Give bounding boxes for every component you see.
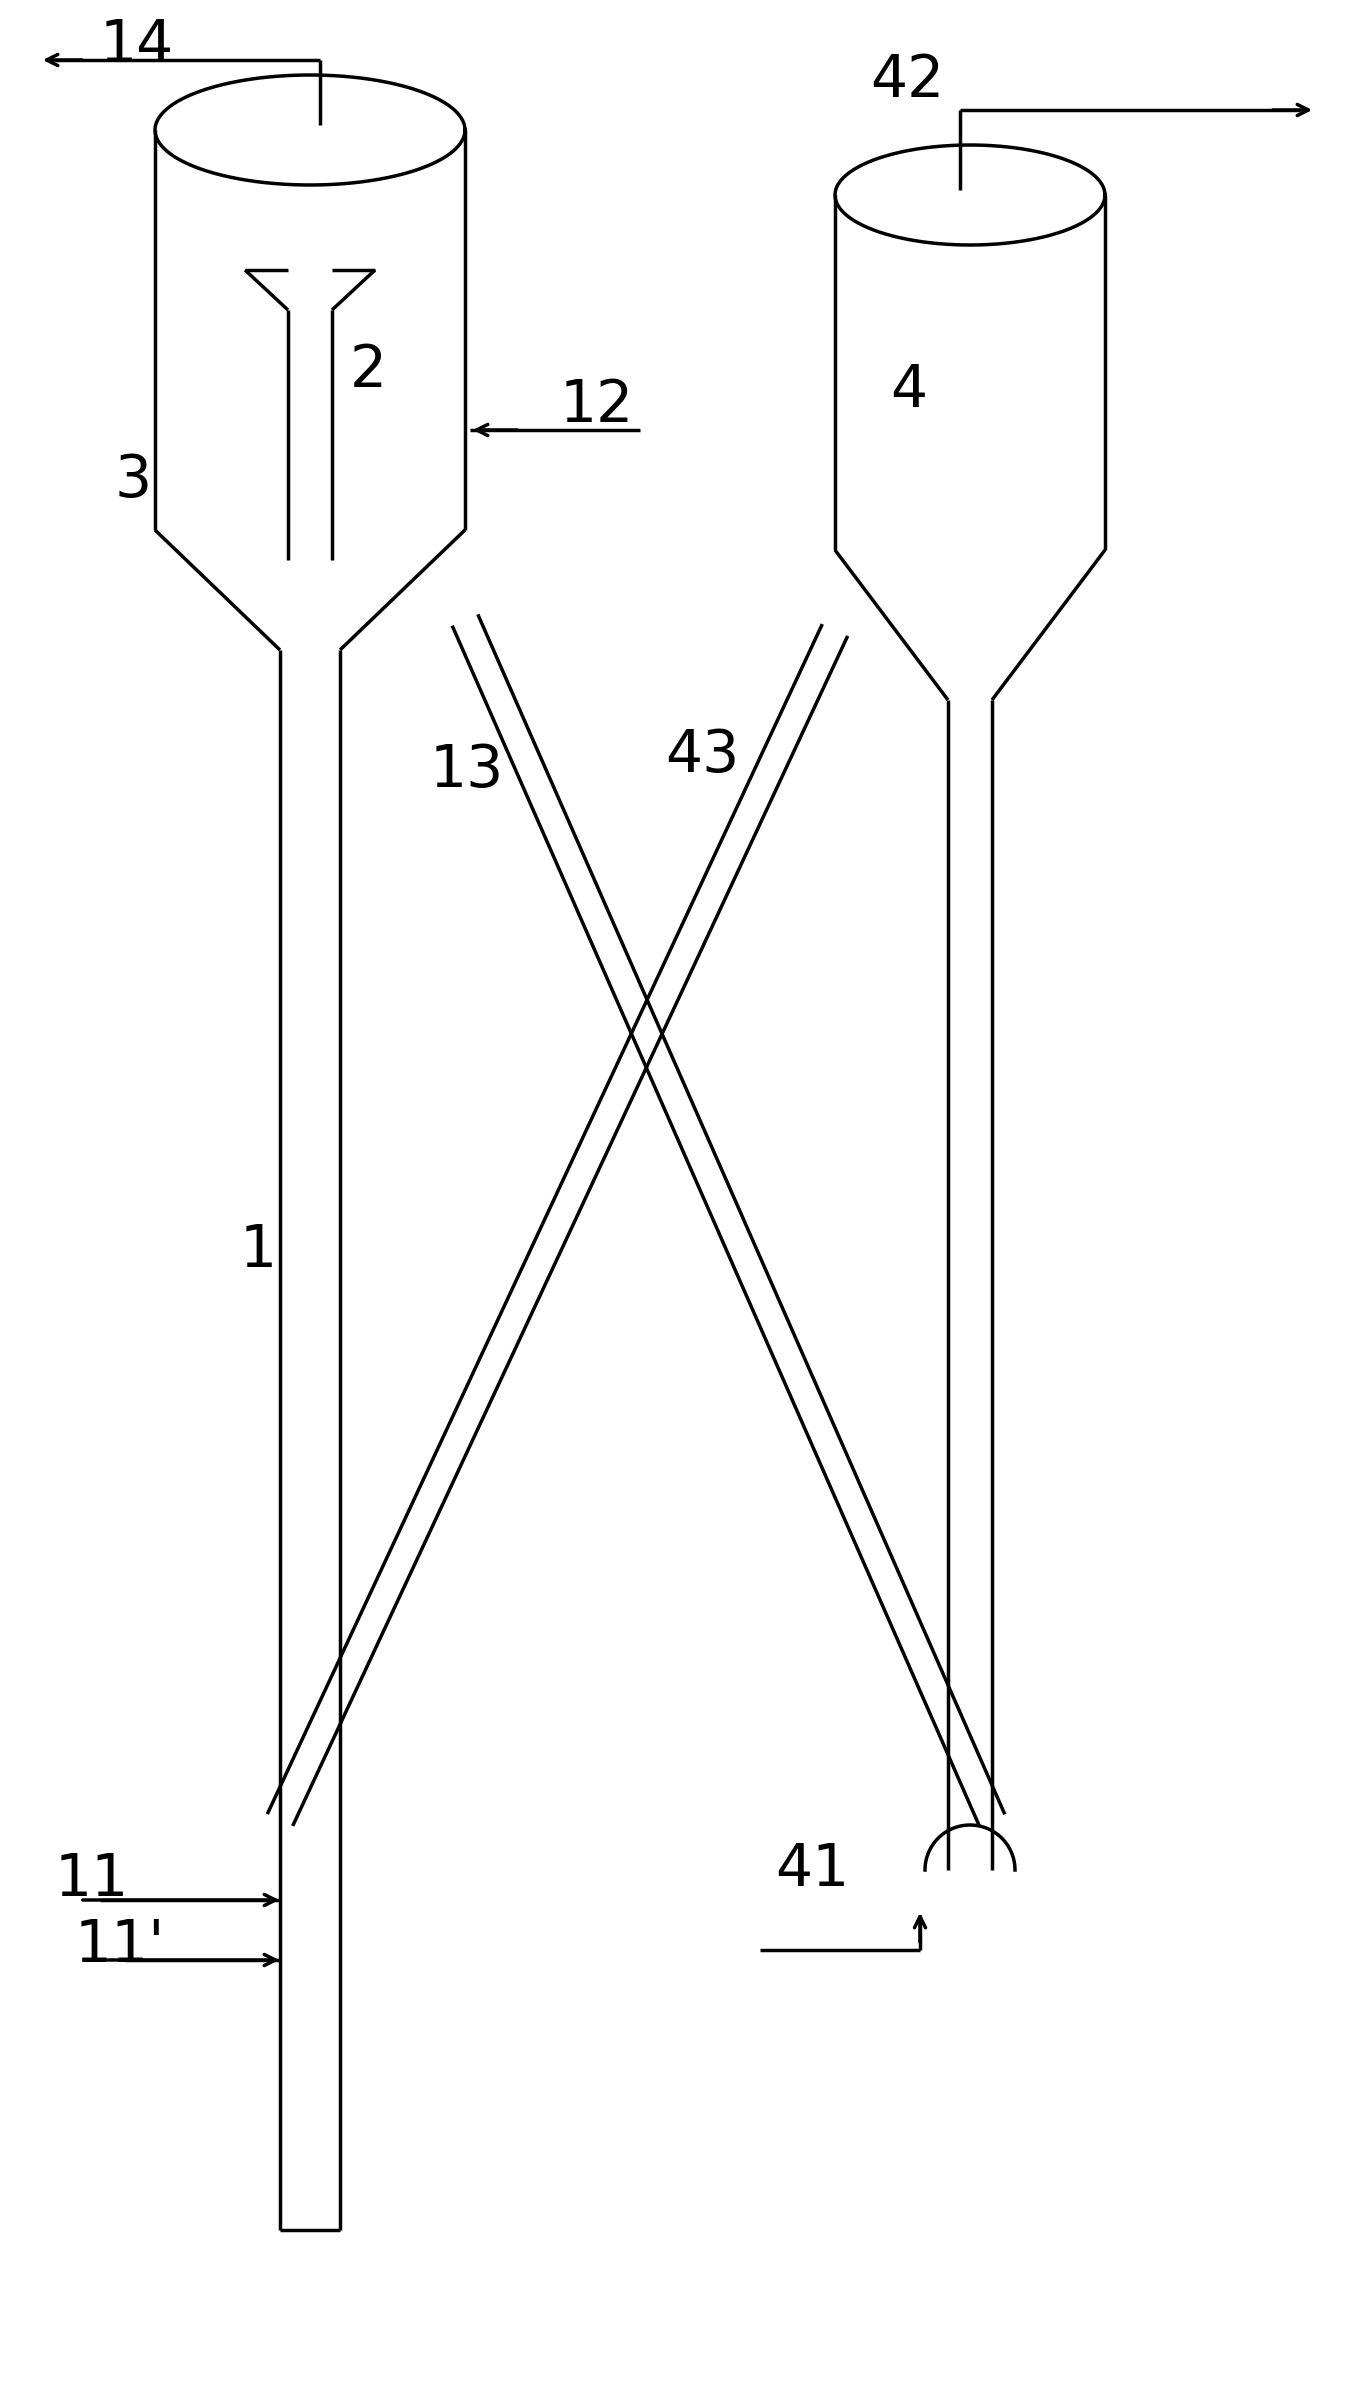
Text: 2: 2 [350,341,388,399]
Text: 14: 14 [100,17,175,74]
Text: 11': 11' [75,1917,165,1974]
Text: 41: 41 [775,1842,850,1898]
Text: 13: 13 [430,742,504,797]
Text: 12: 12 [560,377,634,432]
Text: 42: 42 [870,50,944,108]
Text: 11: 11 [56,1852,129,1910]
Text: 3: 3 [115,452,152,509]
Text: 1: 1 [240,1223,278,1278]
Text: 43: 43 [665,725,740,783]
Text: 4: 4 [890,360,927,418]
